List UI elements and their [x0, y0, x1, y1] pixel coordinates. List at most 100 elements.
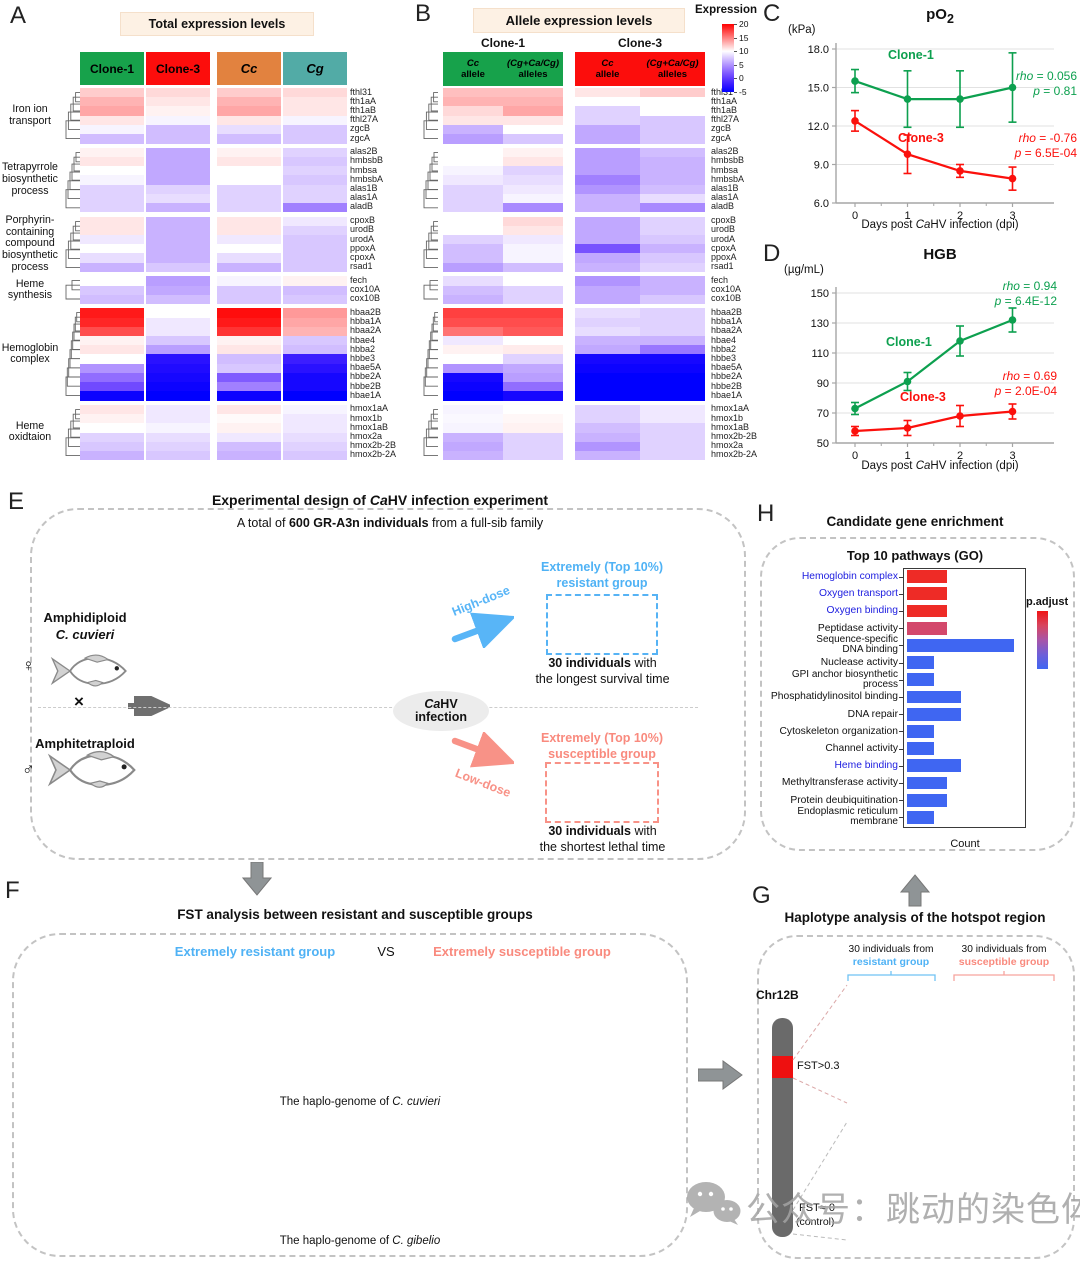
svg-text:0: 0 [852, 210, 858, 222]
gene-label: urodA [350, 233, 375, 244]
gene-label: hbaa2A [350, 325, 382, 336]
allele-header-box: Cc allele (Cg+Ca/Cg) alleles [575, 52, 705, 86]
clone1-rho: rho = 0.056 [975, 69, 1077, 83]
colorbar-gradient [722, 24, 734, 92]
gene-label: aladB [350, 201, 374, 212]
heatmap-cell [283, 175, 347, 185]
heatmap-cell [443, 202, 503, 213]
dendrogram [423, 220, 438, 268]
go-bar [907, 811, 934, 824]
father-label: Amphitetraploid [35, 736, 135, 751]
heatmap-cell [503, 88, 563, 98]
heatmap-cell [146, 423, 210, 433]
svg-text:90: 90 [817, 378, 829, 390]
panel-h-gene-enrichment: H Candidate gene enrichment Top 10 pathw… [750, 480, 1080, 852]
susceptible-group-label-1: Extremely (Top 10%) [540, 731, 664, 745]
heatmap-cell [283, 404, 347, 415]
go-category: Cytoskeleton organization [779, 725, 899, 737]
svg-text:15.0: 15.0 [808, 83, 829, 95]
heatmap-cell [575, 450, 640, 461]
panel-d-xlabel: Days post CaHV infection (dpi) [795, 460, 1080, 472]
heatmap-cell [80, 216, 144, 227]
heatmap-cell [80, 345, 144, 355]
heatmap-cell [283, 317, 347, 328]
gene-label: rsad1 [350, 261, 373, 272]
resistant-count-label: 30 individuals from [848, 944, 934, 955]
allele-header: (Cg+Ca/Cg) alleles [503, 52, 563, 86]
text: = 6.5E-04 [1021, 146, 1077, 160]
gene-label: alas1A [350, 192, 378, 203]
go-category: GPI anchor biosynthetic process [791, 668, 898, 690]
text: 30 individuals [548, 656, 631, 670]
clone3-series-label: Clone-3 [900, 390, 946, 404]
colorbar-tick-mark [734, 92, 737, 93]
gene-label: hbae5A [350, 362, 382, 373]
heatmap-cell [283, 262, 347, 273]
panel-d-tag: D [763, 240, 781, 267]
heatmap-cell [640, 184, 705, 195]
clone-group-label: Clone-3 [617, 36, 662, 50]
gene-label: cox10A [350, 284, 381, 294]
gene-label: cpoxB [350, 215, 376, 226]
dendrogram [65, 409, 80, 456]
heatmap-cell [575, 423, 640, 433]
heatmap-cell [443, 193, 503, 204]
heatmap-cell [146, 363, 210, 374]
panel-h-title: Candidate gene enrichment [826, 514, 1004, 529]
father-fish-icon [45, 748, 139, 792]
heatmap-cell [503, 216, 563, 227]
panel-a-title: Total expression levels [120, 12, 314, 36]
heatmap-cell [146, 88, 210, 98]
panel-f-title: FST analysis between resistant and susce… [177, 907, 533, 922]
svg-text:18.0: 18.0 [808, 44, 829, 56]
gene-label: hbbe2B [711, 380, 743, 391]
heatmap-cell [217, 450, 281, 461]
heatmap-cell [283, 294, 347, 305]
go-tick-mark [899, 817, 903, 819]
heatmap-cell [503, 372, 563, 383]
heatmap-cell [80, 134, 144, 144]
susceptible-group-heading: Extremely susceptible group [433, 944, 611, 959]
heatmap-cell [575, 175, 640, 185]
panel-h-border [760, 537, 1075, 851]
heatmap-cell [283, 423, 347, 433]
panel-h-subtitle: Top 10 pathways (GO) [846, 548, 984, 563]
svg-text:2: 2 [957, 450, 963, 462]
mother-label-1: Amphidiploid [43, 610, 127, 625]
heatmap-cell [575, 216, 640, 227]
heatmap-cell [217, 193, 281, 204]
gene-label: hmox2b-2B [711, 431, 758, 441]
text: Ca [369, 492, 388, 508]
heatmap-cell [146, 450, 210, 461]
gene-label: cox10B [350, 293, 381, 304]
heatmap-cell [80, 253, 144, 263]
heatmap-cell [217, 166, 281, 176]
heatmap-cell [503, 294, 563, 305]
resistant-caption-2: the longest survival time [535, 672, 670, 686]
go-tick-mark [899, 593, 903, 595]
heatmap-cell [575, 106, 640, 116]
resistant-group-label-2: resistant group [556, 576, 648, 590]
gene-label: cox10B [711, 293, 742, 304]
heatmap-cell [146, 372, 210, 383]
go-bar [907, 604, 948, 618]
colorbar-tick: 15 [739, 32, 749, 43]
heatmap-cell [503, 124, 563, 135]
column-header-cg: Cg [283, 52, 347, 85]
text: pO [926, 6, 947, 23]
heatmap-cell [283, 235, 347, 245]
series-Clone-1 [851, 52, 1017, 129]
gene-label: hmbsbA [350, 173, 384, 184]
heatmap-cell [80, 382, 144, 392]
heatmap-cell [283, 88, 347, 98]
go-category: Hemoglobin complex [801, 571, 898, 583]
heatmap-cell [283, 391, 347, 401]
gene-label: hmox1aB [711, 421, 750, 432]
heatmap-cell [443, 423, 503, 433]
gene-label: zgcA [711, 132, 732, 143]
heatmap-cell [80, 336, 144, 346]
heatmap-cell [80, 193, 144, 204]
heatmap-cell [217, 414, 281, 424]
go-bar [907, 639, 1015, 652]
heatmap-cell [443, 363, 503, 374]
